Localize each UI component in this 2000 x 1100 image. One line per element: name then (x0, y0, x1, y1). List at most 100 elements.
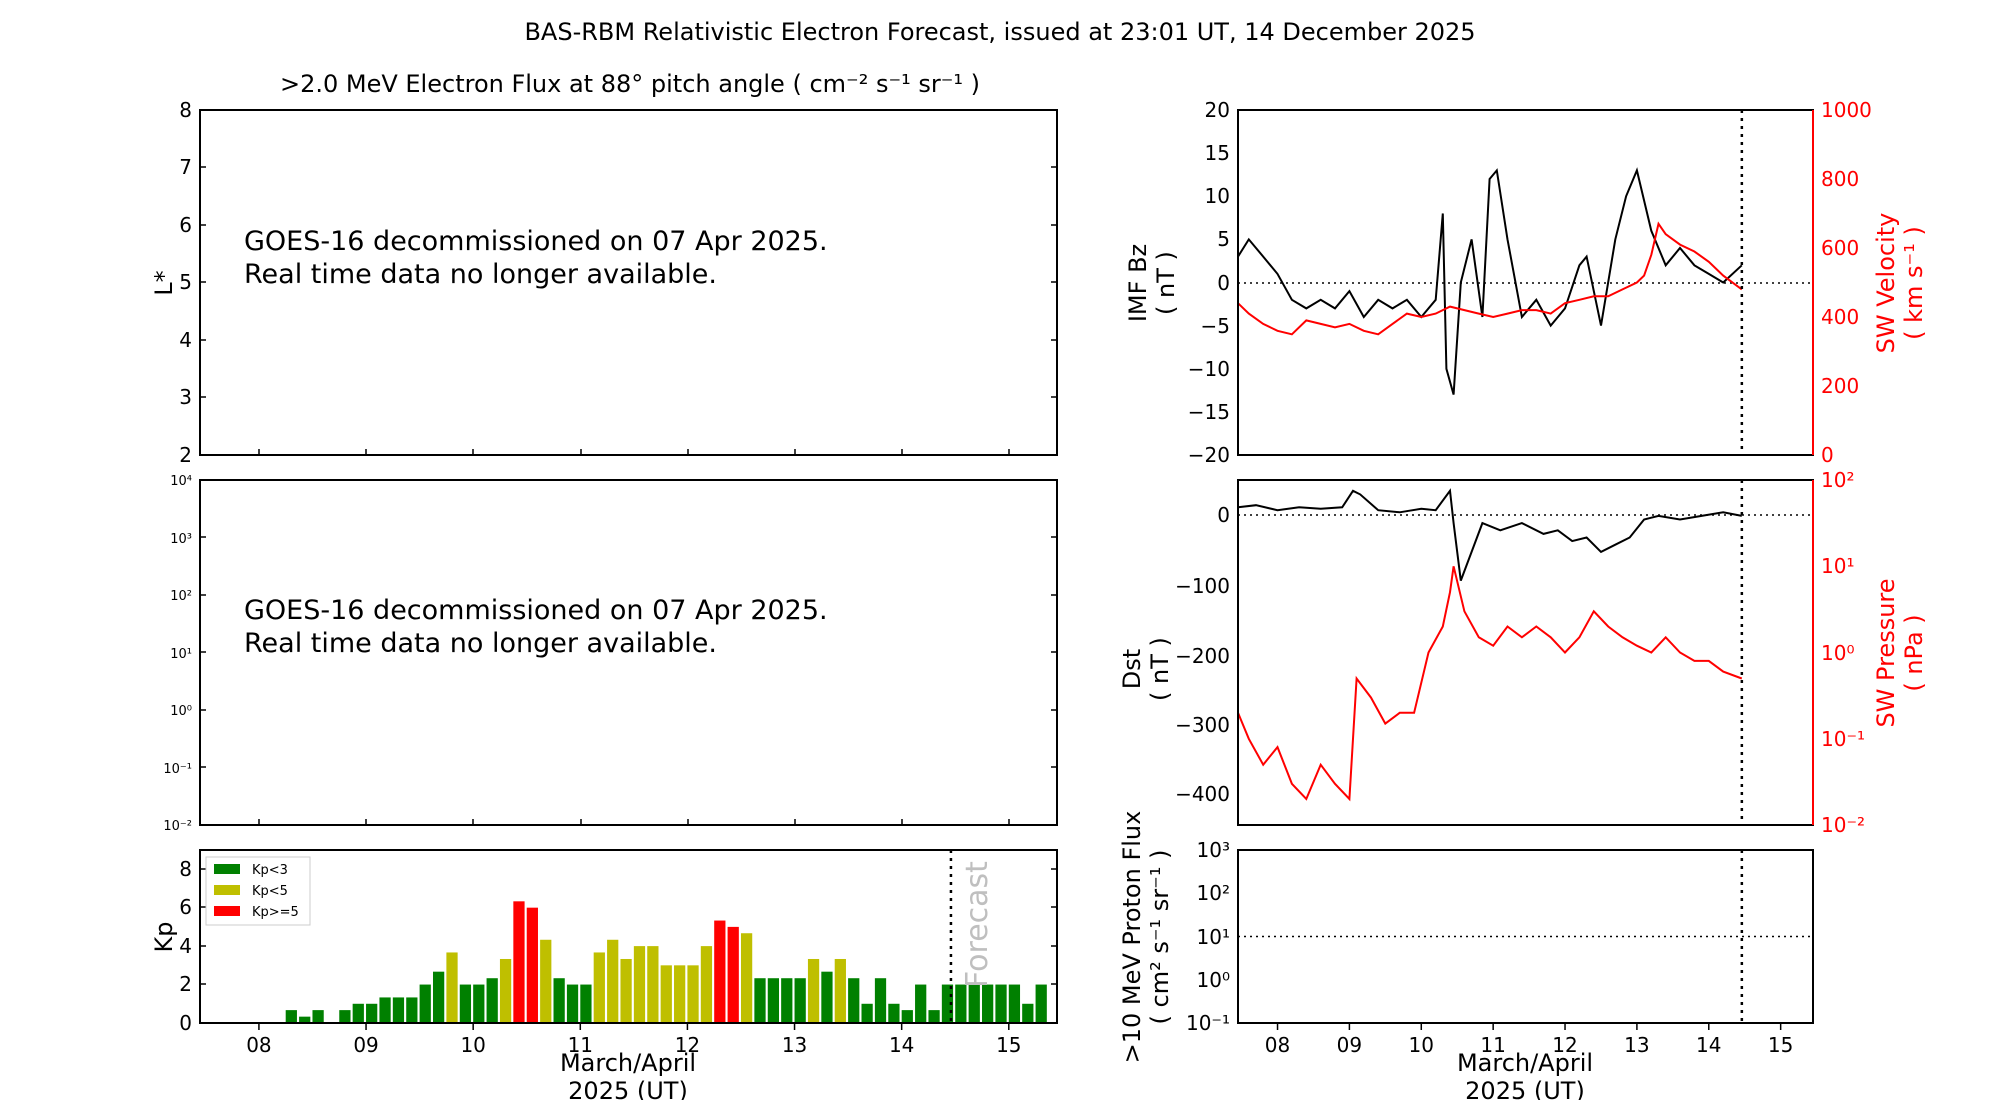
dst-ytick-label: 0 (1217, 503, 1230, 527)
kp-bar (406, 997, 418, 1023)
flux-ytick-label: 4 (179, 328, 192, 352)
kp-bar (821, 971, 833, 1023)
kp-xlabel-line2: 2025 (UT) (568, 1077, 688, 1100)
kp-bar (647, 946, 659, 1023)
proton-xtick-label: 13 (1624, 1033, 1649, 1057)
flux-annotation-line2: Real time data no longer available. (244, 259, 717, 290)
flux-panel-y-ticks: 2 3 4 5 6 7 8 (179, 98, 192, 467)
kp-bar (941, 984, 954, 1023)
goes-ytick-label: 10¹ (170, 647, 192, 662)
proton-xtick-label: 10 (1409, 1033, 1434, 1057)
kp-bar (473, 984, 485, 1023)
kp-bar (901, 1010, 913, 1023)
imf-ytick-label: 0 (1217, 271, 1230, 295)
flux-ytick-label: 3 (179, 385, 192, 409)
kp-panel-ylabel: Kp (150, 922, 178, 953)
kp-bar (607, 939, 619, 1023)
kp-ytick-label: 8 (179, 857, 192, 881)
kp-legend: Kp<3 Kp<5 Kp>=5 (205, 856, 311, 926)
flux-ytick-label: 6 (179, 213, 192, 237)
proton-x-ticks: 08 09 10 11 12 13 14 15 (1265, 1023, 1793, 1057)
sw-pressure-line (1237, 566, 1743, 802)
kp-ytick-label: 0 (179, 1011, 192, 1035)
proton-xtick-label: 11 (1480, 1033, 1505, 1057)
proton-ytick-label: 10⁰ (1197, 968, 1230, 992)
kp-bar (674, 965, 686, 1023)
proton-xtick-label: 12 (1552, 1033, 1577, 1057)
kp-panel: Forecast 0 2 4 6 8 08 09 10 11 12 13 14 15 Kp M… (150, 849, 1058, 1100)
kp-xlabel-line1: March/April (560, 1049, 696, 1077)
kp-ytick-label: 6 (179, 895, 192, 919)
kp-xtick-label: 10 (460, 1033, 485, 1057)
kp-bar (1008, 984, 1021, 1023)
dst-line (1237, 488, 1742, 581)
kp-bar (553, 978, 565, 1023)
kp-bar (392, 997, 405, 1023)
kp-legend-label: Kp<5 (252, 884, 288, 899)
kp-bar (740, 933, 753, 1023)
kp-bar (660, 965, 672, 1023)
kp-bar (1022, 1003, 1034, 1023)
kp-xtick-label: 09 (353, 1033, 378, 1057)
kp-bar (982, 984, 994, 1023)
kp-x-ticks: 08 09 10 11 12 13 14 15 (246, 1023, 1022, 1057)
kp-bar (700, 946, 713, 1023)
imf-ytick-label: 20 (1205, 98, 1230, 122)
imf-y2tick-label: 600 (1821, 236, 1859, 260)
flux-ytick-label: 2 (179, 443, 192, 467)
imf-ytick-label: 15 (1205, 141, 1230, 165)
imf-ytick-label: 5 (1217, 227, 1230, 251)
imf-ytick-label: −20 (1188, 443, 1230, 467)
dst-ytick-label: −400 (1175, 782, 1230, 806)
kp-legend-swatch-high (214, 906, 240, 916)
kp-bar (432, 971, 445, 1023)
kp-ytick-label: 2 (179, 972, 192, 996)
kp-xtick-label: 14 (889, 1033, 914, 1057)
imf-y2label-line2: ( km s⁻¹ ) (1900, 226, 1928, 340)
dst-ylabel-line1: Dst (1118, 649, 1146, 689)
goes-ytick-label: 10⁻² (163, 819, 192, 834)
kp-forecast-label: Forecast (960, 861, 995, 988)
kp-bar (848, 978, 860, 1023)
proton-ytick-label: 10⁻¹ (1186, 1011, 1230, 1035)
kp-bar (446, 952, 458, 1023)
imf-y2tick-label: 0 (1821, 443, 1834, 467)
sw-velocity-line (1237, 221, 1743, 336)
proton-ytick-label: 10² (1197, 881, 1230, 905)
kp-xtick-label: 13 (782, 1033, 807, 1057)
kp-bar (888, 1003, 900, 1023)
kp-bar (754, 978, 766, 1023)
goes-annotation-line1: GOES-16 decommissioned on 07 Apr 2025. (244, 595, 828, 626)
goes-panel: 10⁻² 10⁻¹ 10⁰ 10¹ 10² 10³ 10⁴ GOES-16 de… (163, 474, 1058, 834)
kp-bar (526, 907, 538, 1023)
proton-xtick-label: 14 (1696, 1033, 1721, 1057)
dst-ytick-label: −300 (1175, 713, 1230, 737)
kp-bar (499, 958, 512, 1023)
kp-bar (339, 1010, 351, 1023)
kp-bar (299, 1016, 311, 1023)
proton-xtick-label: 15 (1768, 1033, 1793, 1057)
proton-xtick-label: 08 (1265, 1033, 1290, 1057)
figure-title: BAS-RBM Relativistic Electron Forecast, … (524, 18, 1475, 46)
imf-ylabel-line1: IMF Bz (1124, 244, 1152, 322)
kp-bar (781, 978, 793, 1023)
goes-panel-y-ticks: 10⁻² 10⁻¹ 10⁰ 10¹ 10² 10³ 10⁴ (163, 474, 192, 834)
dst-y2tick-label: 10¹ (1821, 554, 1854, 578)
flux-ytick-label: 8 (179, 98, 192, 122)
dst-ytick-label: −100 (1175, 574, 1230, 598)
imf-y-ticks: −20 −15 −10 −5 0 5 10 15 20 (1188, 98, 1230, 467)
kp-bar (379, 997, 391, 1023)
dst-y2label-line1: SW Pressure (1872, 578, 1900, 727)
dst-y2tick-label: 10² (1821, 468, 1854, 492)
dst-y2tick-label: 10⁻¹ (1821, 727, 1865, 751)
dst-ytick-label: −200 (1175, 644, 1230, 668)
goes-ytick-label: 10³ (170, 532, 192, 547)
kp-bar (566, 984, 579, 1023)
kp-legend-swatch-low (214, 864, 240, 874)
imf-y2-ticks: 0 200 400 600 800 1000 (1821, 98, 1872, 467)
proton-ytick-label: 10³ (1197, 838, 1230, 862)
kp-bar (727, 926, 739, 1023)
kp-bar (593, 952, 605, 1023)
kp-bar (874, 978, 887, 1023)
